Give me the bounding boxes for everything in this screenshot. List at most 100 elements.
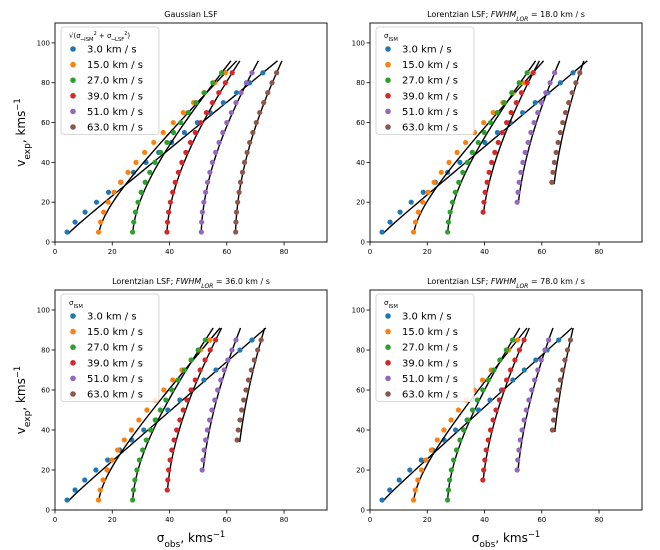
chart-panel-1: Gaussian LSF 0 20 40 60 80 0 20 40 60 80 100 vexp, k…: [12, 10, 328, 256]
data-point: [552, 70, 558, 76]
data-point: [560, 119, 566, 126]
data-point: [481, 199, 487, 205]
x-axis-label: σobs, kms−1: [472, 529, 540, 550]
data-point: [420, 189, 426, 195]
data-point: [241, 159, 248, 165]
data-point: [538, 100, 545, 106]
legend-entry: 39.0 km / s: [87, 358, 143, 369]
data-point: [181, 367, 188, 373]
data-point: [518, 169, 524, 175]
data-point: [549, 179, 555, 185]
data-point: [243, 80, 249, 86]
data-point: [132, 477, 138, 483]
y-tick-label: 40: [41, 427, 50, 435]
data-point: [444, 497, 451, 503]
data-point: [460, 169, 466, 175]
data-point: [109, 457, 115, 463]
x-tick-label: 20: [423, 516, 432, 524]
data-point: [555, 139, 561, 146]
data-point: [209, 100, 216, 106]
y-tick-label: 80: [356, 79, 365, 87]
data-point: [407, 467, 413, 473]
y-tick-label: 100: [352, 307, 365, 315]
data-point: [229, 70, 235, 76]
data-point: [418, 467, 425, 473]
data-point: [111, 189, 117, 195]
data-point: [509, 337, 516, 343]
data-point: [195, 347, 201, 353]
x-tick-label: 60: [537, 516, 546, 524]
data-point: [203, 109, 210, 116]
data-point: [501, 100, 507, 106]
legend-entry: 27.0 km / s: [402, 343, 458, 354]
data-point: [481, 129, 487, 136]
data-point: [138, 189, 144, 195]
panel-title: Lorentzian LSF; FWHMLOR​ = 78.0 km / s: [427, 277, 585, 290]
data-point: [465, 417, 471, 423]
data-point: [199, 467, 205, 473]
data-point: [510, 377, 516, 383]
legend-marker: [70, 124, 76, 130]
data-point: [95, 229, 102, 235]
panel-title: Lorentzian LSF; FWHMLOR​ = 36.0 km / s: [112, 277, 270, 290]
legend: [60, 26, 160, 135]
legend-entry: 63.0 km / s: [402, 390, 458, 401]
data-point: [482, 189, 488, 195]
data-point: [200, 457, 206, 463]
data-point: [105, 199, 111, 205]
data-point: [573, 80, 579, 86]
data-point: [482, 457, 488, 463]
data-point: [441, 427, 447, 433]
data-point: [526, 397, 532, 403]
data-point: [128, 427, 135, 433]
data-point: [224, 119, 230, 126]
data-point: [446, 159, 452, 165]
data-point: [64, 497, 70, 503]
data-point: [222, 70, 228, 76]
data-point: [387, 219, 393, 225]
data-point: [237, 179, 244, 185]
legend-marker: [385, 360, 391, 366]
model-curve-1: [381, 327, 573, 503]
data-point: [234, 437, 240, 443]
data-point: [203, 437, 209, 443]
data-point: [193, 100, 199, 106]
data-point: [557, 129, 564, 136]
legend-entry: 15.0 km / s: [402, 60, 458, 71]
data-point: [554, 397, 560, 403]
data-point: [158, 149, 164, 156]
model-curve-2: [412, 60, 545, 235]
model-curve-4: [166, 60, 241, 235]
legend-entry: 15.0 km / s: [87, 60, 143, 71]
legend-marker: [70, 77, 76, 83]
x-tick-label: 80: [280, 516, 289, 524]
legend-entry: 51.0 km / s: [87, 374, 143, 385]
x-tick-label: 0: [53, 248, 57, 256]
data-point: [167, 457, 173, 463]
data-point: [248, 367, 255, 373]
data-point: [551, 159, 557, 165]
data-point: [410, 497, 417, 503]
legend-title: σISM: [384, 299, 398, 310]
data-point: [412, 219, 419, 225]
data-point: [515, 189, 521, 195]
data-point: [188, 357, 194, 363]
y-tick-label: 80: [41, 347, 50, 355]
data-point: [415, 209, 421, 215]
legend-entry: 51.0 km / s: [87, 107, 143, 118]
data-point: [82, 209, 88, 215]
data-point: [482, 139, 488, 146]
y-tick-label: 20: [356, 467, 365, 475]
data-point: [183, 149, 189, 156]
data-point: [235, 199, 241, 205]
data-point: [516, 80, 522, 86]
data-point: [485, 377, 491, 383]
legend-entry: 63.0 km / s: [402, 123, 458, 134]
data-point: [161, 387, 167, 393]
y-tick-label: 20: [41, 199, 50, 207]
data-point: [452, 189, 458, 195]
y-tick-label: 60: [356, 119, 365, 127]
data-point: [233, 337, 239, 343]
y-tick-label: 100: [352, 39, 365, 47]
